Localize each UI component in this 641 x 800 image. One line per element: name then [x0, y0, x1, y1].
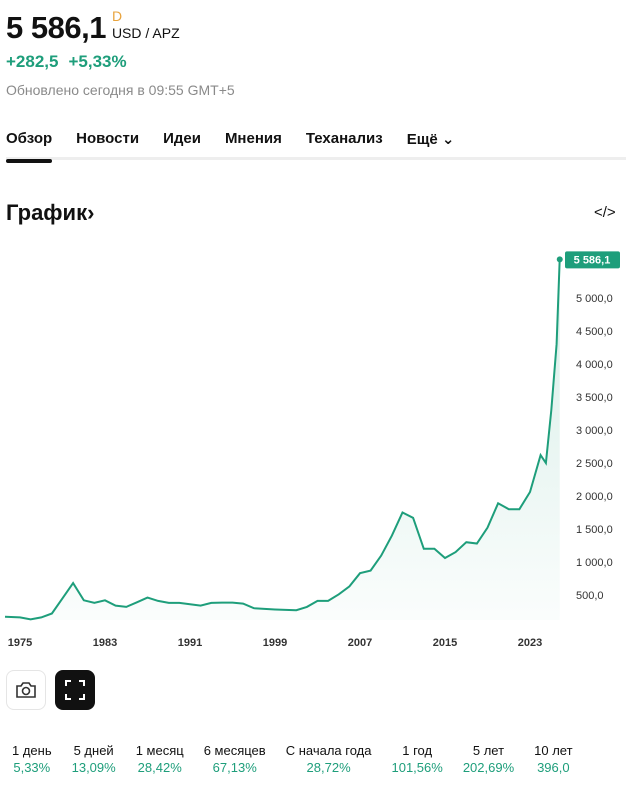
- y-tick-label: 3 500,0: [576, 392, 613, 404]
- chart-line: [4, 259, 561, 621]
- x-tick-label: 2007: [348, 637, 372, 649]
- performance-value: 28,42%: [137, 760, 182, 775]
- x-tick-label: 2015: [433, 637, 457, 649]
- performance-item[interactable]: 1 день 5,33%: [12, 743, 52, 775]
- x-tick-label: 1983: [93, 637, 117, 649]
- performance-item[interactable]: 5 лет 202,69%: [463, 743, 514, 775]
- camera-icon: [16, 682, 36, 698]
- x-tick-label: 1975: [8, 637, 32, 649]
- tab-news[interactable]: Новости: [76, 130, 140, 147]
- performance-value: 28,72%: [306, 760, 351, 775]
- performance-label: 1 месяц: [135, 743, 184, 758]
- performance-item[interactable]: 1 год 101,56%: [391, 743, 442, 775]
- x-tick-label: 1991: [178, 637, 202, 649]
- fullscreen-icon: [65, 680, 85, 700]
- currency: USD / APZ: [111, 25, 180, 41]
- y-tick-label: 3 000,0: [576, 425, 613, 437]
- price: 5 586,1: [6, 10, 106, 45]
- change: +282,5 +5,33%: [6, 52, 137, 72]
- price-header: 5 586,1 D USD / APZ: [6, 8, 180, 48]
- performance-value: 5,33%: [13, 760, 51, 775]
- performance-value: 67,13%: [212, 760, 257, 775]
- performance-label: 5 дней: [73, 743, 114, 758]
- y-tick-label: 1 000,0: [576, 557, 613, 569]
- y-tick-label: 4 500,0: [576, 326, 613, 338]
- tab-opinions[interactable]: Мнения: [224, 130, 282, 147]
- performance-label: 6 месяцев: [203, 743, 266, 758]
- last-value-label: 5 586,1: [574, 254, 611, 266]
- performance-item[interactable]: 10 лет 396,0: [534, 743, 572, 775]
- chart-area: [5, 259, 560, 620]
- updated-time: Обновлено сегодня в 09:55 GMT+5: [6, 82, 235, 98]
- embed-code-icon[interactable]: </>: [594, 204, 616, 221]
- performance-label: 1 год: [402, 743, 433, 758]
- performance-label: С начала года: [285, 743, 372, 758]
- performance-label: 5 лет: [472, 743, 505, 758]
- chart-title-link[interactable]: График›: [6, 200, 95, 225]
- performance-value: 101,56%: [391, 760, 443, 775]
- performance-value: 13,09%: [71, 760, 116, 775]
- screenshot-button[interactable]: [6, 670, 46, 710]
- performance-item[interactable]: 6 месяцев 67,13%: [204, 743, 266, 775]
- change-abs: +282,5: [6, 52, 59, 71]
- performance-label: 10 лет: [534, 743, 573, 758]
- performance-value: 396,0: [537, 760, 570, 775]
- x-tick-label: 1999: [263, 637, 287, 649]
- last-value-badge: [565, 251, 620, 269]
- period-marker: D: [111, 8, 123, 24]
- performance-item[interactable]: 5 дней 13,09%: [72, 743, 116, 775]
- y-tick-label: 5 000,0: [576, 293, 613, 305]
- performance-item[interactable]: 1 месяц 28,42%: [136, 743, 184, 775]
- tab-overview[interactable]: Обзор: [6, 130, 53, 163]
- tab-technical[interactable]: Теханализ: [305, 130, 383, 147]
- price-meta: D USD / APZ: [112, 8, 180, 42]
- tab-more[interactable]: Ещё ⌄: [406, 131, 455, 148]
- y-tick-label: 4 000,0: [576, 359, 613, 371]
- change-pct: +5,33%: [68, 52, 127, 71]
- tab-ideas[interactable]: Идеи: [163, 130, 201, 147]
- performance-value: 202,69%: [462, 760, 515, 775]
- performance-row: 1 день 5,33% 5 дней 13,09% 1 месяц 28,42% 6 ме…: [12, 743, 573, 775]
- x-tick-label: 2023: [518, 637, 542, 649]
- y-tick-label: 500,0: [576, 590, 604, 602]
- y-tick-label: 2 500,0: [576, 458, 613, 470]
- performance-item[interactable]: С начала года 28,72%: [286, 743, 372, 775]
- last-point: [556, 256, 563, 263]
- performance-label: 1 день: [12, 743, 52, 758]
- y-tick-label: 1 500,0: [576, 524, 613, 536]
- tabs: Обзор Новости Идеи Мнения Теханализ Ещё …: [6, 130, 626, 163]
- fullscreen-button[interactable]: [55, 670, 95, 710]
- price-chart[interactable]: 500,0 1 000,0 1 500,0 2 000,0 2 500,0 3 000,0…: [0, 240, 641, 655]
- y-tick-label: 2 000,0: [576, 491, 613, 503]
